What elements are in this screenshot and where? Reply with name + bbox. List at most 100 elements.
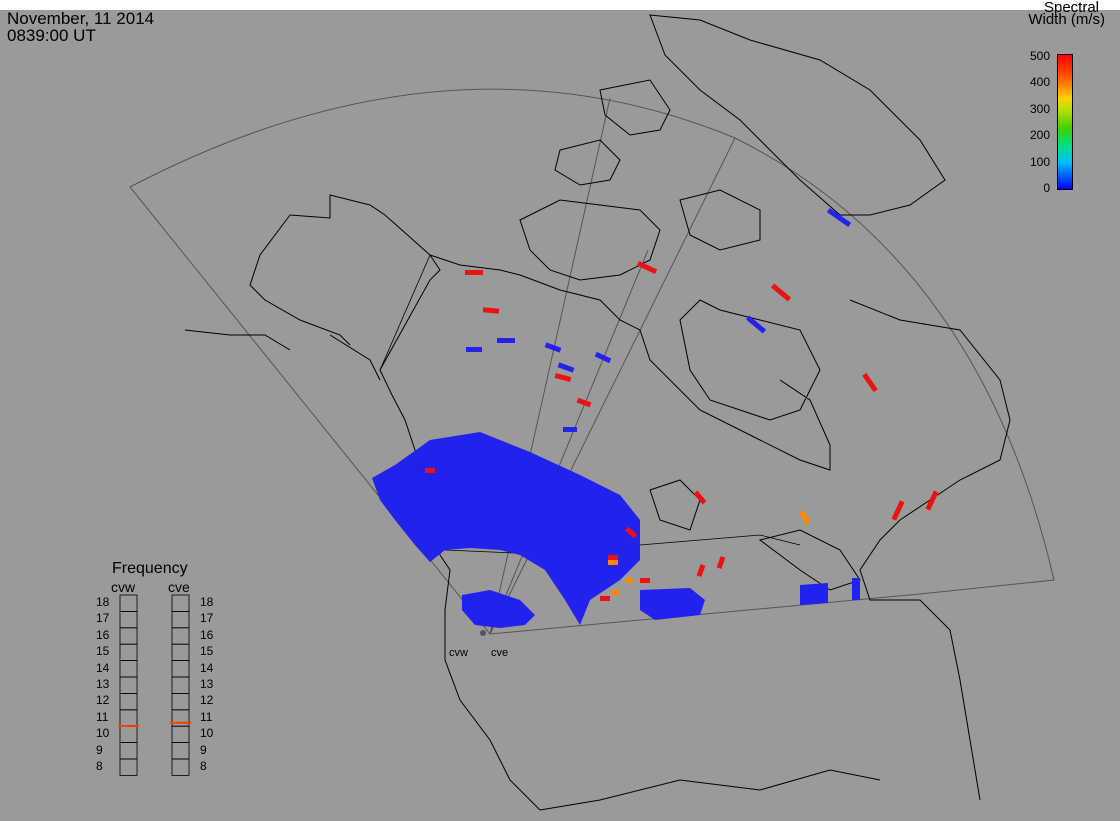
frequency-cell [171, 660, 190, 678]
frequency-cell [119, 643, 138, 662]
frequency-cell [171, 693, 190, 711]
backscatter-cell [563, 427, 577, 432]
frequency-tick-left: 15 [96, 644, 110, 659]
backscatter-cell [625, 578, 633, 583]
colorbar-title: Spectral [1043, 0, 1099, 16]
frequency-cell [119, 693, 138, 711]
frequency-cell [171, 676, 190, 694]
frequency-cell [171, 758, 190, 776]
backscatter-cell [554, 373, 572, 382]
frequency-cell [119, 709, 138, 727]
frequency-cell [171, 709, 190, 727]
frequency-tick-left: 13 [96, 677, 110, 691]
site-label-cvw: cvw [449, 647, 468, 659]
backscatter-cell [608, 555, 618, 560]
frequency-tick-left: 18 [96, 595, 110, 609]
frequency-cell [119, 758, 138, 776]
frequency-tick-left: 10 [96, 726, 110, 741]
coastlines [184, 14, 1011, 811]
frequency-tick-left: 17 [96, 611, 110, 626]
backscatter-cell [925, 490, 939, 511]
frequency-label-cve: cve [168, 579, 190, 595]
colorbar-tick: 400 [1029, 75, 1050, 90]
colorbar [1057, 54, 1073, 190]
backscatter-cell [465, 270, 483, 275]
frequency-cell [171, 611, 190, 629]
frequency-cell [171, 742, 190, 760]
backscatter-cell [799, 510, 811, 525]
frequency-tick-right: 14 [200, 660, 214, 675]
backscatter-region [372, 432, 640, 625]
backscatter-cell [745, 315, 767, 334]
backscatter-cell [608, 560, 618, 565]
frequency-tick-left: 11 [96, 709, 109, 724]
colorbar-tick: 200 [1029, 128, 1050, 143]
frequency-title: Frequency [112, 560, 188, 577]
frequency-tick-right: 17 [200, 611, 214, 626]
time-label: 0839:00 UT [7, 26, 96, 45]
colorbar-subtitle: Width (m/s) [1028, 11, 1105, 28]
backscatter-region [462, 590, 535, 628]
backscatter-cell [716, 556, 726, 569]
frequency-cell [171, 627, 190, 645]
frequency-cell [171, 643, 190, 662]
colorbar-tick: 0 [1043, 181, 1050, 195]
frequency-tick-right: 13 [200, 677, 214, 691]
backscatter-cell [425, 468, 435, 473]
backscatter-cell [544, 342, 562, 353]
frequency-label-cvw: cvw [111, 579, 136, 595]
date-label: November, 11 2014 [7, 9, 155, 28]
frequency-cell [119, 611, 138, 629]
backscatter-cell [557, 362, 575, 373]
frequency-tick-right: 18 [200, 595, 214, 609]
backscatter-cell [862, 372, 878, 393]
backscatter-cell [640, 578, 650, 583]
frequency-cell [119, 742, 138, 760]
frequency-cell [119, 660, 138, 678]
backscatter-cell [612, 590, 620, 595]
colorbar-tick: 500 [1029, 49, 1050, 63]
frequency-cell [119, 594, 138, 612]
backscatter-cell [594, 351, 612, 364]
backscatter-cell [891, 500, 905, 521]
backscatter-cell [770, 283, 792, 302]
backscatter-cell [636, 261, 658, 274]
frequency-cell [119, 676, 138, 694]
frequency-cell [119, 725, 138, 744]
backscatter-region [852, 578, 860, 600]
backscatter-cell [497, 338, 515, 343]
backscatter-region [800, 583, 828, 605]
radar-scatter [372, 207, 939, 628]
frequency-tick-right: 16 [200, 627, 214, 642]
colorbar-tick: 300 [1029, 101, 1050, 116]
frequency-cell [171, 594, 190, 612]
frequency-tick-right: 11 [200, 709, 213, 724]
backscatter-cell [696, 564, 706, 577]
backscatter-cell [600, 596, 610, 601]
backscatter-cell [466, 347, 482, 352]
frequency-tick-right: 15 [200, 644, 214, 659]
site-label-cve: cve [491, 647, 509, 659]
field-of-view [129, 88, 1055, 635]
backscatter-cell [624, 526, 638, 539]
frequency-tick-right: 12 [200, 693, 214, 708]
top-strip [0, 0, 1120, 10]
backscatter-cell [576, 397, 592, 408]
frequency-tick-right: 9 [200, 742, 207, 757]
radar-site-marker [480, 630, 486, 636]
frequency-cell [119, 627, 138, 645]
frequency-tick-left: 14 [96, 660, 110, 675]
backscatter-region [640, 588, 705, 620]
frequency-tick-right: 10 [200, 726, 214, 741]
frequency-tick-left: 16 [96, 627, 110, 642]
frequency-tick-right: 8 [200, 759, 207, 773]
frequency-tick-left: 12 [96, 693, 110, 708]
backscatter-cell [693, 490, 707, 505]
frequency-tick-left: 9 [96, 742, 103, 757]
frequency-cell [171, 725, 190, 744]
colorbar-tick: 100 [1029, 154, 1050, 169]
backscatter-cell [826, 207, 852, 228]
backscatter-cell [482, 307, 500, 314]
